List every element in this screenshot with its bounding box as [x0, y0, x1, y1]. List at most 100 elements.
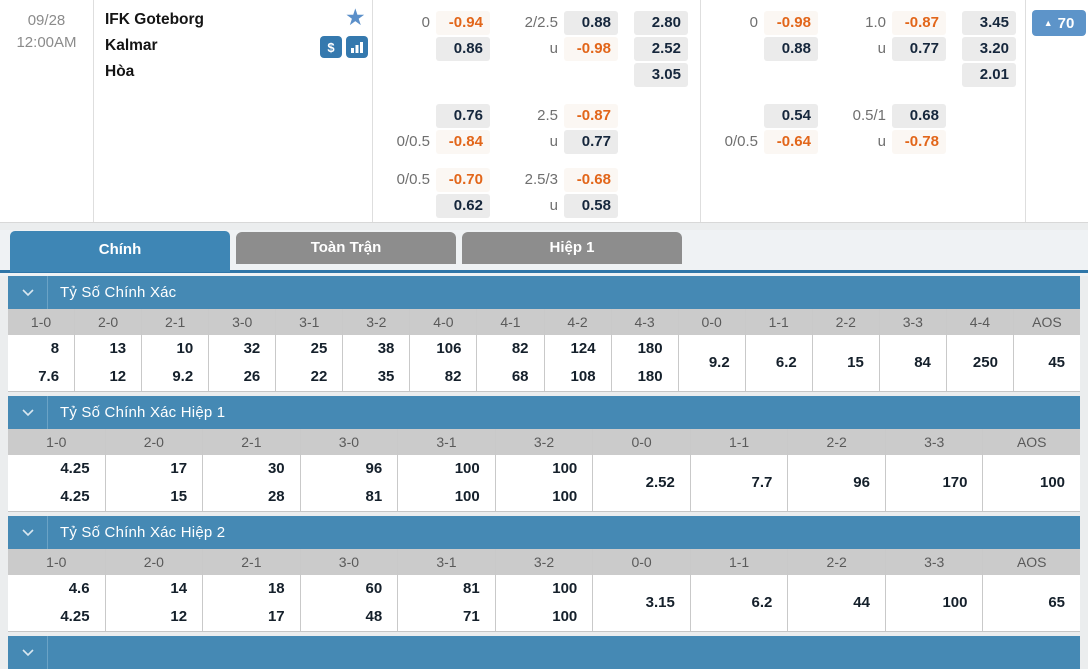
score-odds-cell[interactable]: 84	[879, 335, 946, 391]
handicap-odds-chip[interactable]: 0.54	[764, 104, 818, 128]
section-header-bar[interactable]: Tỷ Số Chính Xác Hiệp 1	[8, 396, 1080, 429]
handicap-line-label: 0/0.5	[724, 133, 758, 150]
tab-main[interactable]: Chính	[10, 231, 230, 272]
handicap-odds-chip[interactable]: 0.86	[436, 37, 490, 61]
overunder-odds-chip[interactable]: 0.58	[564, 194, 618, 218]
section-header-bar[interactable]	[8, 636, 1080, 669]
score-odds-value: 4.25	[60, 460, 90, 477]
score-odds-cell[interactable]: 8 7.6	[8, 335, 75, 391]
score-odds-cell[interactable]: 44	[788, 575, 885, 631]
score-odds-cell[interactable]: 45	[1013, 335, 1080, 391]
overunder-odds-chip[interactable]: -0.87	[564, 104, 618, 128]
chevron-down-cell	[8, 276, 48, 309]
handicap-odds-chip[interactable]: -0.64	[764, 130, 818, 154]
score-odds-cell[interactable]: 60 48	[300, 575, 398, 631]
score-odds-cell[interactable]: 100 100	[495, 455, 593, 511]
overunder-odds-chip[interactable]: 0.77	[892, 37, 946, 61]
score-odds-value: 108	[570, 368, 596, 385]
star-icon[interactable]: ★	[345, 4, 366, 30]
handicap-odds-chip[interactable]: -0.70	[436, 168, 490, 192]
overunder-odds-chip[interactable]: 0.68	[892, 104, 946, 128]
score-odds-cell[interactable]: 106 82	[410, 335, 477, 391]
overunder-odds-chip[interactable]: -0.68	[564, 168, 618, 192]
score-odds-value: 7.6	[38, 368, 60, 385]
dollar-icon[interactable]: $	[320, 36, 342, 58]
score-odds-cell[interactable]: 250	[946, 335, 1013, 391]
handicap-odds-chip[interactable]: -0.94	[436, 11, 490, 35]
section-header-bar[interactable]: Tỷ Số Chính Xác	[8, 276, 1080, 309]
score-odds-cell[interactable]: 4.6 4.25	[8, 575, 105, 631]
score-odds-value: 100	[552, 608, 578, 625]
handicap-odds-chip[interactable]: 0.88	[764, 37, 818, 61]
overunder-odds-chip[interactable]: -0.98	[564, 37, 618, 61]
score-column-header: AOS	[983, 429, 1081, 455]
one-x-two-odds-chip[interactable]: 3.05	[634, 63, 688, 87]
overunder-odds-chip[interactable]: 0.77	[564, 130, 618, 154]
score-column: 2-1 30 28	[203, 429, 301, 511]
score-odds-cell[interactable]: 100 100	[398, 455, 495, 511]
score-odds-cell[interactable]: 17 15	[105, 455, 203, 511]
score-odds-cell[interactable]: 100	[885, 575, 983, 631]
handicap-odds-chip[interactable]: 0.76	[436, 104, 490, 128]
score-column-header: 2-1	[203, 549, 300, 575]
overunder-odds-chip[interactable]: -0.87	[892, 11, 946, 35]
handicap-odds-chip[interactable]: -0.84	[436, 130, 490, 154]
score-odds-cell[interactable]: 96 81	[300, 455, 398, 511]
pick-count-button[interactable]: ▲ 70	[1032, 10, 1086, 36]
score-odds-cell[interactable]: 18 17	[203, 575, 300, 631]
score-odds-value: 12	[170, 608, 188, 625]
score-odds-value: 84	[914, 354, 931, 371]
score-odds-cell[interactable]: 10 9.2	[142, 335, 209, 391]
score-odds-cell[interactable]: 180 180	[611, 335, 678, 391]
score-odds-value: 48	[365, 608, 383, 625]
one-x-two-odds-chip[interactable]: 3.45	[962, 11, 1016, 35]
score-column-header: 4-1	[477, 309, 544, 335]
handicap-odds-chip[interactable]: -0.98	[764, 11, 818, 35]
one-x-two-odds-chip[interactable]: 2.01	[962, 63, 1016, 87]
score-column-header: 3-2	[343, 309, 410, 335]
section-header-bar[interactable]: Tỷ Số Chính Xác Hiệp 2	[8, 516, 1080, 549]
score-odds-cell[interactable]: 7.7	[690, 455, 788, 511]
score-odds-cell[interactable]: 2.52	[593, 455, 690, 511]
score-odds-cell[interactable]: 100	[983, 455, 1081, 511]
tab-first-half[interactable]: Hiệp 1	[462, 232, 682, 264]
score-odds-cell[interactable]: 4.25 4.25	[8, 455, 105, 511]
score-odds-cell[interactable]: 6.2	[745, 335, 812, 391]
match-datetime: 09/28 12:00AM	[0, 10, 93, 54]
score-odds-cell[interactable]: 32 26	[209, 335, 276, 391]
score-column: 1-0 4.6 4.25	[8, 549, 106, 631]
score-odds-cell[interactable]: 65	[983, 575, 1081, 631]
bar-chart-icon[interactable]	[346, 36, 368, 58]
score-odds-cell[interactable]: 82 68	[477, 335, 544, 391]
score-odds-cell[interactable]: 96	[788, 455, 885, 511]
score-odds-cell[interactable]: 13 12	[75, 335, 142, 391]
score-odds-cell[interactable]: 15	[812, 335, 879, 391]
score-column: 1-1 6.2	[745, 309, 813, 391]
score-odds-cell[interactable]: 100 100	[495, 575, 593, 631]
score-odds-value: 14	[170, 580, 188, 597]
away-team-name[interactable]: Kalmar	[105, 37, 158, 54]
overunder-odds-chip[interactable]: 0.88	[564, 11, 618, 35]
one-x-two-odds-chip[interactable]: 2.80	[634, 11, 688, 35]
score-odds-cell[interactable]: 170	[885, 455, 983, 511]
handicap-odds-chip[interactable]: 0.62	[436, 194, 490, 218]
score-odds-cell[interactable]: 6.2	[690, 575, 788, 631]
score-odds-cell[interactable]: 9.2	[678, 335, 745, 391]
home-team-name[interactable]: IFK Goteborg	[105, 11, 205, 28]
score-odds-cell[interactable]: 124 108	[544, 335, 611, 391]
score-column-header: 3-0	[300, 549, 398, 575]
score-odds-cell[interactable]: 38 35	[343, 335, 410, 391]
score-column: 3-0 32 26	[209, 309, 277, 391]
tab-full-match[interactable]: Toàn Trận	[236, 232, 456, 264]
handicap-line-label: 0/0.5	[396, 171, 430, 188]
one-x-two-odds-chip[interactable]: 2.52	[634, 37, 688, 61]
score-odds-cell[interactable]: 30 28	[203, 455, 300, 511]
score-odds-cell[interactable]: 14 12	[105, 575, 203, 631]
score-odds-cell[interactable]: 81 71	[398, 575, 495, 631]
score-column-header: 4-0	[410, 309, 477, 335]
one-x-two-odds-chip[interactable]: 3.20	[962, 37, 1016, 61]
score-odds-cell[interactable]: 3.15	[593, 575, 690, 631]
score-odds-cell[interactable]: 25 22	[276, 335, 343, 391]
overunder-odds-chip[interactable]: -0.78	[892, 130, 946, 154]
score-column-header: 1-0	[8, 549, 105, 575]
